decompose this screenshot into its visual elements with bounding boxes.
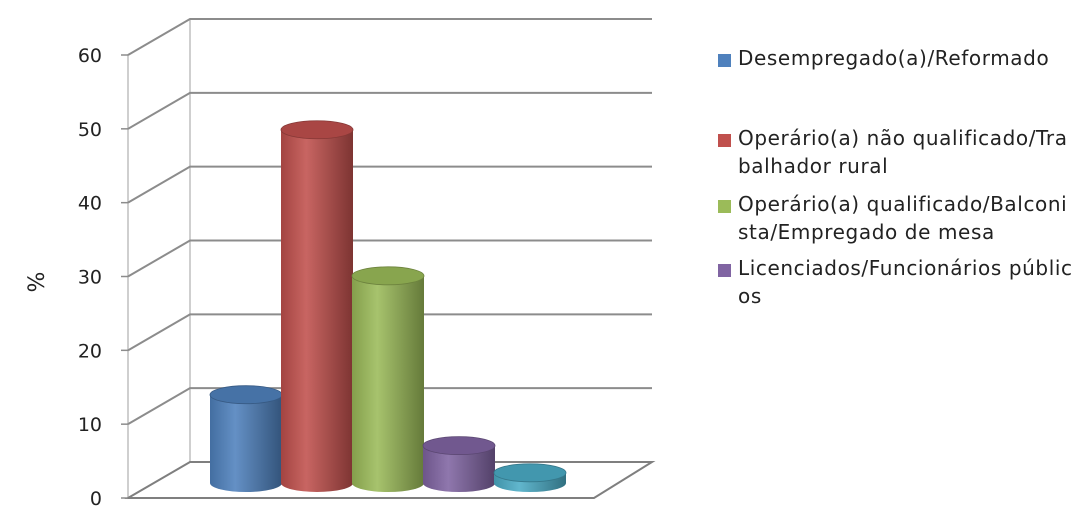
bar-top [493,463,567,483]
bar-top [351,266,425,286]
legend-label: Licenciados/Funcionários públicos [738,256,1073,308]
bar-body [210,394,282,492]
gridline [127,18,652,56]
y-tick-label: 0 [90,488,102,510]
legend-label: Desempregado(a)/Reformado [738,46,1050,70]
bar-top [280,120,354,140]
legend-swatch [718,200,731,213]
legend-swatch [718,54,731,67]
gridline [127,387,652,426]
y-tick-label: 40 [78,193,102,215]
gridlines [127,18,652,426]
legend-item: Licenciados/Funcionários públicos [718,254,1073,310]
legend-label: Operário(a) qualificado/Balconista/Empre… [738,192,1068,244]
gridline [127,165,652,204]
legend: Desempregado(a)/Reformado Operário(a) não… [718,44,1073,310]
y-axis-ticks: 0 10 20 30 40 50 60 [78,45,128,510]
bar-body [423,445,495,492]
y-tick-label: 30 [78,267,102,289]
legend-swatch [718,264,731,277]
bars [209,120,567,492]
legend-item: Desempregado(a)/Reformado [718,44,1073,72]
y-tick-label: 10 [78,414,102,436]
gridline [127,91,652,130]
legend-label: Operário(a) não qualificado/Trabalhador … [738,126,1068,178]
y-axis-label: % [25,272,50,293]
bar [351,266,425,492]
gridline [127,313,652,352]
bar-body [281,129,353,492]
y-tick-label: 50 [78,119,102,141]
legend-item: Operário(a) não qualificado/Trabalhador … [718,124,1073,180]
chart-floor [124,461,656,499]
legend-item: Operário(a) qualificado/Balconista/Empre… [718,190,1073,246]
bar [493,463,567,492]
y-tick-label: 60 [78,45,102,67]
bar-top [209,385,283,405]
bar [422,436,496,492]
side-wall-edge [127,55,191,500]
bar [280,120,354,492]
y-tick-label: 20 [78,340,102,362]
bar [209,385,283,492]
gridline [127,239,652,278]
bar-body [352,275,424,492]
bar-top [422,436,496,456]
legend-swatch [718,134,731,147]
